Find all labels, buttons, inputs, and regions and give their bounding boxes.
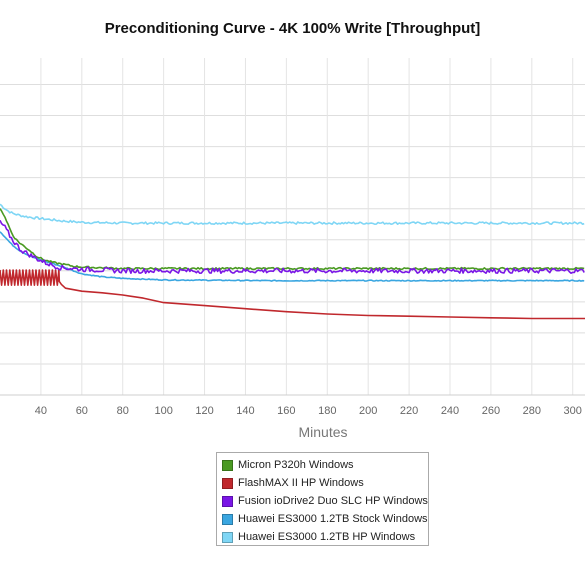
x-tick-label: 40 — [35, 405, 47, 417]
x-tick-label: 60 — [76, 405, 88, 417]
x-tick-label: 120 — [195, 405, 213, 417]
x-axis-label: Minutes — [298, 424, 347, 440]
legend-swatch — [222, 495, 233, 507]
x-tick-label: 300 — [564, 405, 582, 417]
x-tick-label: 160 — [277, 405, 295, 417]
x-tick-label: 80 — [117, 405, 129, 417]
legend-label: Fusion ioDrive2 Duo SLC HP Windows — [238, 495, 428, 507]
series-line — [0, 203, 585, 225]
x-tick-label: 140 — [236, 405, 254, 417]
x-tick-labels: 40 60 80 100 120 140 160 180 200 220 240 260 280 300 — [35, 405, 582, 417]
legend-item[interactable]: FlashMAX II HP Windows — [222, 474, 428, 492]
x-tick-label: 220 — [400, 405, 418, 417]
legend-label: Micron P320h Windows — [238, 459, 354, 471]
legend-item[interactable]: Micron P320h Windows — [222, 456, 428, 474]
legend-item[interactable]: Huawei ES3000 1.2TB HP Windows — [222, 528, 428, 546]
x-tick-label: 200 — [359, 405, 377, 417]
grid-lines — [0, 58, 585, 396]
legend: Micron P320h Windows FlashMAX II HP Wind… — [216, 452, 429, 546]
legend-item[interactable]: Fusion ioDrive2 Duo SLC HP Windows — [222, 492, 428, 510]
legend-swatch — [222, 513, 233, 525]
legend-swatch — [222, 459, 233, 471]
series-lines — [0, 203, 585, 320]
series-line — [0, 208, 585, 271]
legend-label: FlashMAX II HP Windows — [238, 477, 364, 489]
x-tick-label: 240 — [441, 405, 459, 417]
chart-title: Preconditioning Curve - 4K 100% Write [T… — [104, 20, 481, 37]
x-tick-label: 260 — [482, 405, 500, 417]
legend-swatch — [222, 531, 233, 543]
legend-swatch — [222, 477, 233, 489]
x-tick-label: 280 — [523, 405, 541, 417]
series-line — [0, 231, 585, 282]
legend-item[interactable]: Huawei ES3000 1.2TB Stock Windows — [222, 510, 428, 528]
legend-label: Huawei ES3000 1.2TB HP Windows — [238, 531, 416, 543]
legend-label: Huawei ES3000 1.2TB Stock Windows — [238, 513, 428, 525]
x-tick-label: 180 — [318, 405, 336, 417]
series-line — [0, 269, 585, 320]
series-line — [0, 219, 585, 274]
x-tick-label: 100 — [154, 405, 172, 417]
